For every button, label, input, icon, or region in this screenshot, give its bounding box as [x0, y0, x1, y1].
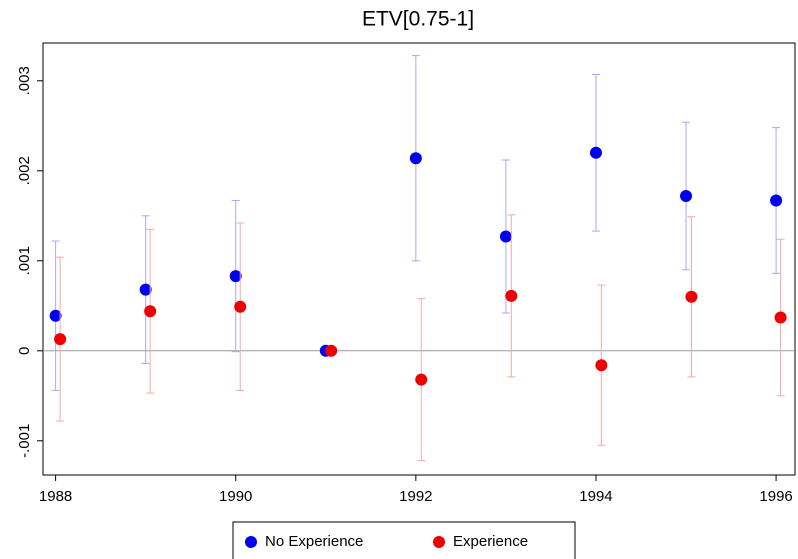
plot-frame [42, 42, 796, 476]
point [49, 309, 62, 322]
point [685, 290, 698, 303]
y-tick-label: 0 [16, 347, 33, 355]
point [505, 289, 518, 302]
point [589, 146, 602, 159]
x-tick-label: 1994 [579, 488, 612, 505]
point [144, 305, 157, 318]
legend-label: Experience [453, 533, 528, 550]
x-tick-label: 1992 [399, 488, 432, 505]
y-tick-label: .003 [16, 66, 33, 95]
point [54, 333, 67, 346]
y-tick-label: .002 [16, 156, 33, 185]
point [770, 194, 783, 207]
point [229, 270, 242, 283]
x-tick-label: 1988 [39, 488, 72, 505]
point [680, 190, 693, 202]
point [325, 344, 338, 357]
point [415, 373, 428, 386]
chart-title: ETV[0.75-1] [362, 8, 474, 31]
x-tick-label: 1996 [759, 488, 792, 505]
legend-marker [433, 536, 445, 548]
legend-box [232, 521, 576, 559]
point [499, 230, 512, 243]
y-tick-label: -.001 [16, 424, 33, 458]
point [595, 359, 608, 372]
legend-marker [245, 536, 257, 548]
x-tick-label: 1990 [219, 488, 252, 505]
point [234, 300, 247, 313]
point [774, 311, 787, 324]
legend-label: No Experience [265, 533, 363, 550]
point [409, 152, 422, 165]
y-tick-label: .001 [16, 246, 33, 275]
point [139, 283, 152, 296]
